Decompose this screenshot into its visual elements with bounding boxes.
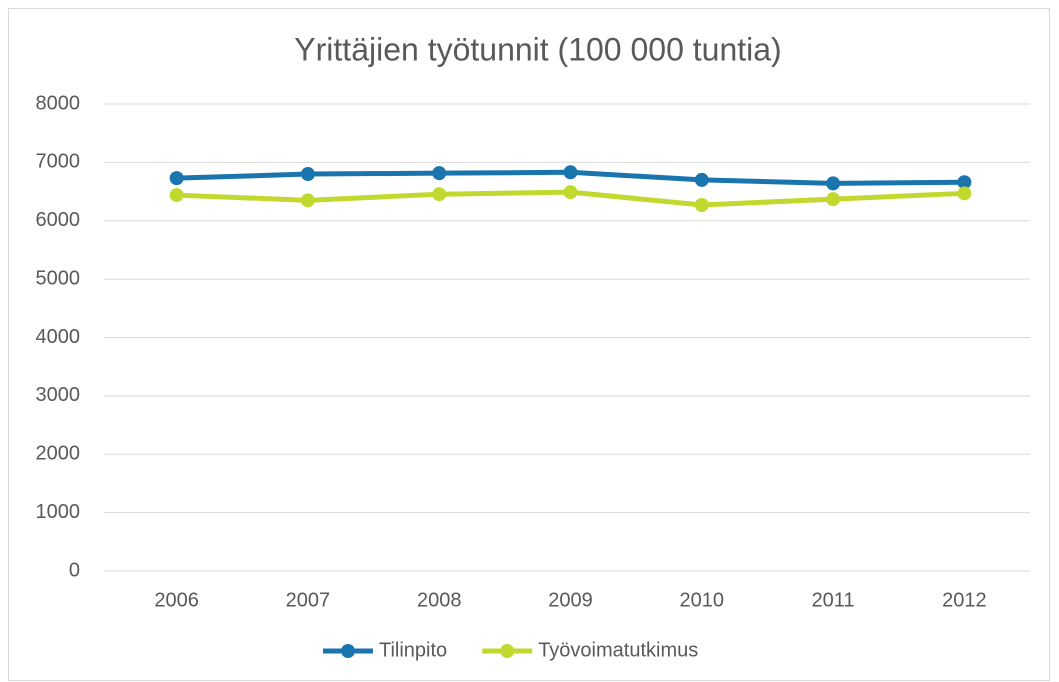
y-tick-label: 6000 <box>36 209 81 231</box>
x-tick-label: 2011 <box>812 589 855 611</box>
y-tick-label: 5000 <box>36 267 81 289</box>
chart-frame <box>8 8 1050 681</box>
data-point <box>826 176 841 191</box>
data-point <box>957 175 972 190</box>
data-point <box>563 165 578 180</box>
x-tick-label: 2012 <box>942 589 987 611</box>
data-point <box>432 187 447 202</box>
legend-label: Tilinpito <box>379 639 447 661</box>
x-tick-label: 2008 <box>417 589 462 611</box>
legend-label: Työvoimatutkimus <box>538 639 698 661</box>
data-point <box>169 188 184 203</box>
y-tick-label: 1000 <box>36 501 81 523</box>
y-tick-label: 2000 <box>36 443 81 465</box>
data-point <box>563 185 578 200</box>
data-point <box>826 192 841 207</box>
data-point <box>694 197 709 212</box>
y-tick-label: 4000 <box>36 326 81 348</box>
y-tick-label: 3000 <box>36 384 81 406</box>
x-tick-label: 2010 <box>680 589 725 611</box>
legend-marker <box>500 644 515 658</box>
x-tick-label: 2006 <box>154 589 199 611</box>
data-point <box>432 166 447 181</box>
data-point <box>694 172 709 187</box>
chart-title: Yrittäjien työtunnit (100 000 tuntia) <box>294 31 781 67</box>
x-tick-label: 2007 <box>286 589 331 611</box>
data-point <box>169 171 184 186</box>
data-point <box>300 193 315 208</box>
y-tick-label: 8000 <box>36 92 81 114</box>
data-point <box>300 167 315 182</box>
legend-marker <box>341 644 355 658</box>
data-point <box>957 186 972 201</box>
y-tick-label: 0 <box>69 559 80 581</box>
y-tick-label: 7000 <box>36 151 81 173</box>
x-tick-label: 2009 <box>548 589 593 611</box>
